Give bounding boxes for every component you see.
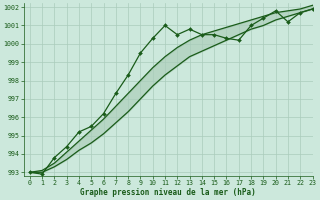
X-axis label: Graphe pression niveau de la mer (hPa): Graphe pression niveau de la mer (hPa)	[80, 188, 256, 197]
